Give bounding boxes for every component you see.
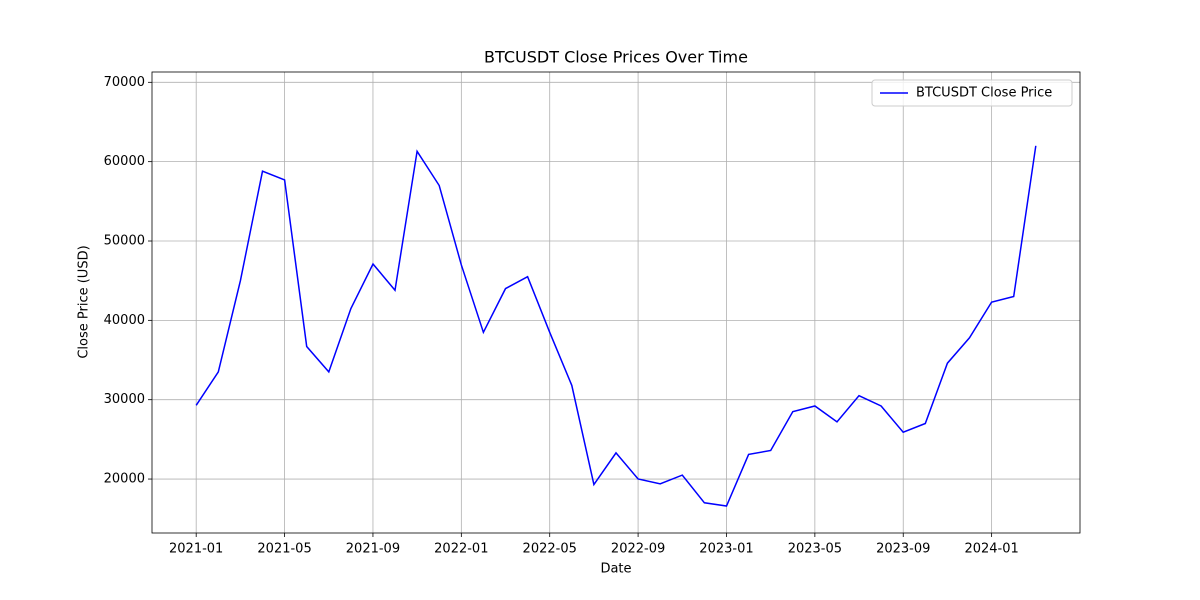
legend-label: BTCUSDT Close Price (916, 86, 1052, 101)
y-axis-label: Close Price (USD) (77, 245, 92, 358)
legend-box (871, 79, 1073, 107)
y-tick-label: 20000 (104, 472, 145, 487)
x-tick-label: 2022-01 (434, 542, 488, 557)
x-tick-label: 2023-05 (788, 542, 842, 557)
x-tick-label: 2023-01 (699, 542, 753, 557)
y-tick-label: 50000 (104, 234, 145, 249)
plot-frame (151, 71, 1081, 534)
price-line (195, 145, 1037, 507)
y-tick-label: 40000 (104, 313, 145, 328)
x-axis-label: Date (600, 562, 631, 577)
chart-title: BTCUSDT Close Prices Over Time (484, 48, 748, 67)
y-tick-label: 70000 (104, 75, 145, 90)
x-tick-label: 2022-05 (523, 542, 577, 557)
x-tick-label: 2024-01 (964, 542, 1018, 557)
x-tick-label: 2021-05 (257, 542, 311, 557)
x-tick-label: 2021-01 (169, 542, 223, 557)
x-tick-label: 2022-09 (611, 542, 665, 557)
y-tick-label: 60000 (104, 154, 145, 169)
y-tick-label: 30000 (104, 392, 145, 407)
x-tick-label: 2023-09 (876, 542, 930, 557)
x-tick-label: 2021-09 (346, 542, 400, 557)
